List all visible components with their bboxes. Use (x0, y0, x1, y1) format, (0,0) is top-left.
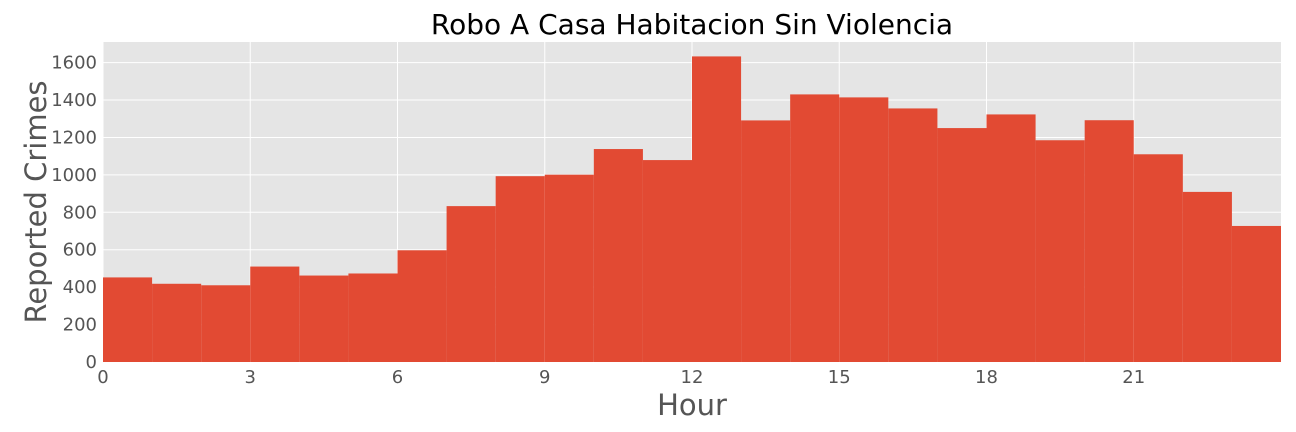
histogram-bar (642, 160, 692, 362)
y-tick-labels: 0 200 400 600 800 1000 1200 1400 1600 (51, 53, 97, 373)
histogram-bar (937, 128, 987, 362)
histogram-bar (201, 285, 251, 362)
histogram-bar (1231, 225, 1281, 362)
histogram-bar (1084, 120, 1134, 362)
histogram-bar (1182, 191, 1232, 362)
histogram-bar (1035, 140, 1085, 362)
histogram-bar (495, 176, 545, 362)
x-tick-label: 18 (975, 367, 998, 388)
histogram-bar (790, 94, 840, 363)
y-tick-label: 1400 (51, 90, 97, 111)
x-tick-label: 21 (1122, 367, 1145, 388)
histogram-bar (593, 149, 643, 362)
chart-title: Robo A Casa Habitacion Sin Violencia (431, 8, 953, 41)
y-tick-label: 200 (63, 315, 97, 336)
histogram-bar (446, 206, 496, 362)
x-tick-label: 15 (828, 367, 851, 388)
x-axis-label: Hour (657, 388, 727, 422)
histogram-bar (692, 56, 742, 362)
histogram-bar (299, 275, 349, 362)
histogram-bar (103, 277, 153, 362)
histogram-bar (888, 108, 938, 363)
histogram-bar (397, 250, 447, 362)
y-axis-label: Reported Crimes (19, 80, 53, 323)
histogram-bar (741, 120, 791, 362)
y-tick-label: 0 (86, 352, 97, 373)
x-tick-label: 3 (245, 367, 256, 388)
histogram-bar (152, 283, 202, 362)
x-tick-label: 6 (392, 367, 403, 388)
bars (103, 56, 1281, 363)
histogram-bar (544, 174, 594, 362)
x-tick-label: 0 (97, 367, 108, 388)
histogram-bar (1133, 154, 1183, 362)
y-tick-label: 600 (63, 240, 97, 261)
y-tick-label: 800 (63, 202, 97, 223)
x-tick-label: 12 (681, 367, 704, 388)
y-tick-label: 1000 (51, 165, 97, 186)
x-tick-labels: 0 3 6 9 12 15 18 21 (97, 367, 1145, 388)
histogram-bar (348, 273, 398, 362)
histogram-bar (250, 266, 300, 362)
y-tick-label: 400 (63, 277, 97, 298)
y-tick-label: 1200 (51, 127, 97, 148)
histogram-bar (986, 114, 1036, 362)
x-tick-label: 9 (539, 367, 550, 388)
y-tick-label: 1600 (51, 53, 97, 74)
histogram-bar (839, 97, 889, 362)
